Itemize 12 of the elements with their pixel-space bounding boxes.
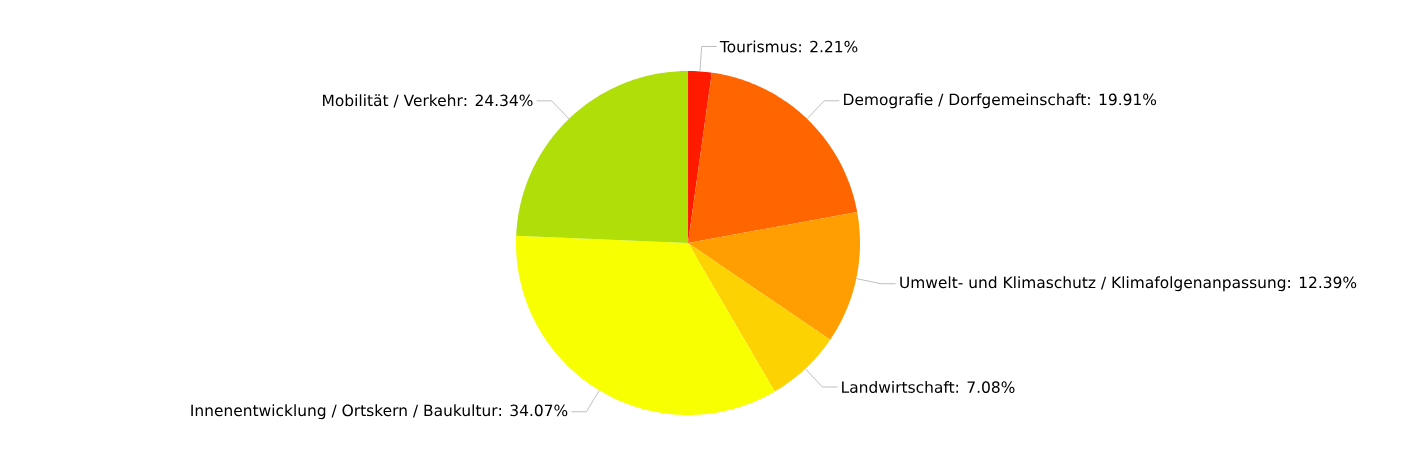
- data-label: : 2.21%: [799, 40, 858, 53]
- data-label: : 19.91%: [1088, 93, 1157, 106]
- data-label: : 24.34%: [464, 94, 533, 107]
- slice-label: Demografie / Dorfgemeinschaft: [844, 93, 1086, 109]
- slice-label: Umwelt- und Klimaschutz / Klimafolgenanpassung: [900, 276, 1286, 292]
- slice-label: Tourismus: [719, 40, 797, 53]
- data-label: : 7.08%: [956, 381, 1015, 393]
- slice-label: Innenentwicklung / Ortskern / Baukultur: [191, 404, 498, 420]
- data-label: : 12.39%: [1288, 276, 1357, 289]
- slice-label: Mobilität / Verkehr: [323, 94, 463, 108]
- slice-label: Landwirtschaft: [842, 381, 955, 393]
- data-label: : 34.07%: [499, 404, 568, 417]
